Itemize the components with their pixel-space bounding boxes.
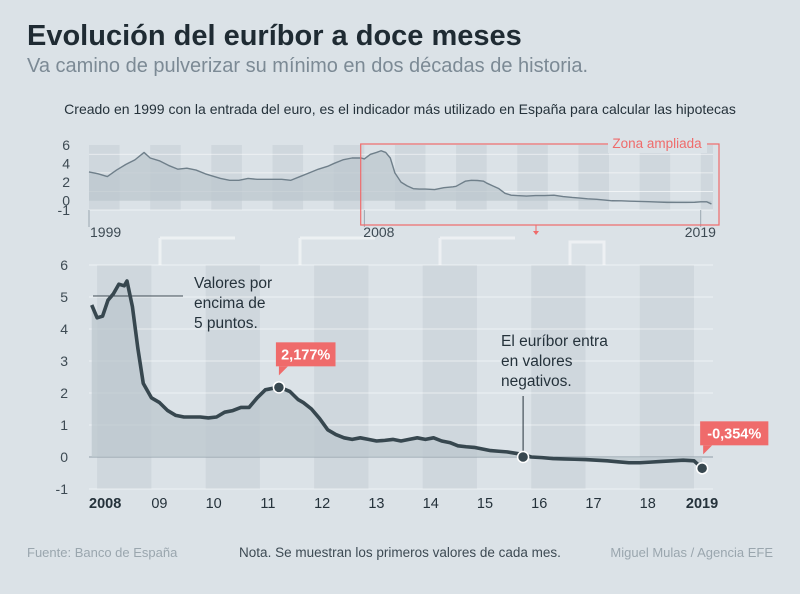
year-band bbox=[639, 145, 671, 210]
x-tick-label: 16 bbox=[531, 496, 547, 512]
y-tick-label: 3 bbox=[60, 353, 68, 369]
y-tick-label: 4 bbox=[62, 155, 70, 171]
chart-subtitle: Va camino de pulverizar su mínimo en dos… bbox=[27, 55, 589, 77]
y-tick-label: 6 bbox=[62, 137, 70, 153]
series-area bbox=[89, 150, 712, 205]
x-tick-label: 14 bbox=[423, 496, 439, 512]
highlight-badge-tail bbox=[703, 445, 713, 455]
y-tick-label: 4 bbox=[60, 321, 68, 337]
zoom-pointer-arrow bbox=[533, 231, 539, 235]
y-tick-label: 0 bbox=[60, 449, 68, 465]
x-tick-label: 13 bbox=[368, 496, 384, 512]
chart-title: Evolución del euríbor a doce meses bbox=[27, 20, 522, 52]
footnote: Nota. Se muestran los primeros valores d… bbox=[239, 545, 561, 560]
y-tick-label: -1 bbox=[56, 481, 69, 497]
annotation-negative: El euríbor entra en valores negativos. bbox=[501, 333, 608, 390]
y-tick-label: 5 bbox=[60, 289, 68, 305]
x-tick-label: 09 bbox=[151, 496, 167, 512]
negative-entry-point bbox=[516, 450, 530, 464]
x-tick-label: 2019 bbox=[685, 224, 716, 240]
y-tick-label: 0 bbox=[62, 193, 70, 209]
series-line bbox=[88, 150, 712, 205]
highlight-label: -0,354% bbox=[707, 426, 761, 442]
credit-label: Miguel Mulas / Agencia EFE bbox=[610, 545, 773, 560]
x-tick-label: 12 bbox=[314, 496, 330, 512]
x-tick-label: 18 bbox=[640, 496, 656, 512]
series-area bbox=[91, 281, 703, 469]
year-band bbox=[700, 145, 713, 210]
zoomed-annotations: Valores por encima de 5 puntos. El euríbor … bbox=[93, 275, 769, 475]
highlight-point bbox=[272, 381, 286, 394]
y-tick-label: -1 bbox=[58, 202, 71, 218]
zoom-frame bbox=[360, 143, 720, 226]
x-tick-label: 2008 bbox=[363, 224, 394, 240]
zoomed-plot bbox=[90, 279, 704, 470]
x-tick-label: 1999 bbox=[90, 224, 121, 240]
x-tick-label: 2019 bbox=[686, 496, 718, 512]
x-tick-label: 17 bbox=[585, 496, 601, 512]
highlight-badge-tail bbox=[278, 366, 288, 376]
overview-axes: 6 4 2 0-1 1999 2008 2019 Zona ampliada bbox=[58, 135, 720, 240]
chart-intro: Creado en 1999 con la entrada del euro, … bbox=[64, 101, 736, 117]
zoom-label: Zona ampliada bbox=[612, 136, 702, 151]
y-tick-label: 2 bbox=[62, 174, 70, 190]
x-tick-label: 11 bbox=[260, 496, 275, 512]
zoom-label-bg bbox=[608, 135, 707, 153]
annotation-above-5: Valores por encima de 5 puntos. bbox=[194, 275, 272, 332]
highlight-label: 2,177% bbox=[281, 347, 330, 363]
y-tick-label: 1 bbox=[60, 417, 68, 433]
year-band bbox=[639, 265, 695, 489]
highlight-badge bbox=[275, 342, 336, 367]
series-line bbox=[90, 279, 704, 470]
x-tick-label: 10 bbox=[206, 496, 222, 512]
source-label: Fuente: Banco de España bbox=[27, 545, 178, 560]
overview-plot bbox=[88, 150, 712, 205]
x-tick-label: 2008 bbox=[89, 496, 121, 512]
y-tick-label: 6 bbox=[60, 257, 68, 273]
highlight-badge bbox=[700, 421, 769, 446]
year-band bbox=[531, 265, 586, 489]
x-tick-label: 15 bbox=[477, 496, 493, 512]
y-tick-label: 2 bbox=[60, 385, 68, 401]
highlight-point bbox=[695, 462, 709, 475]
